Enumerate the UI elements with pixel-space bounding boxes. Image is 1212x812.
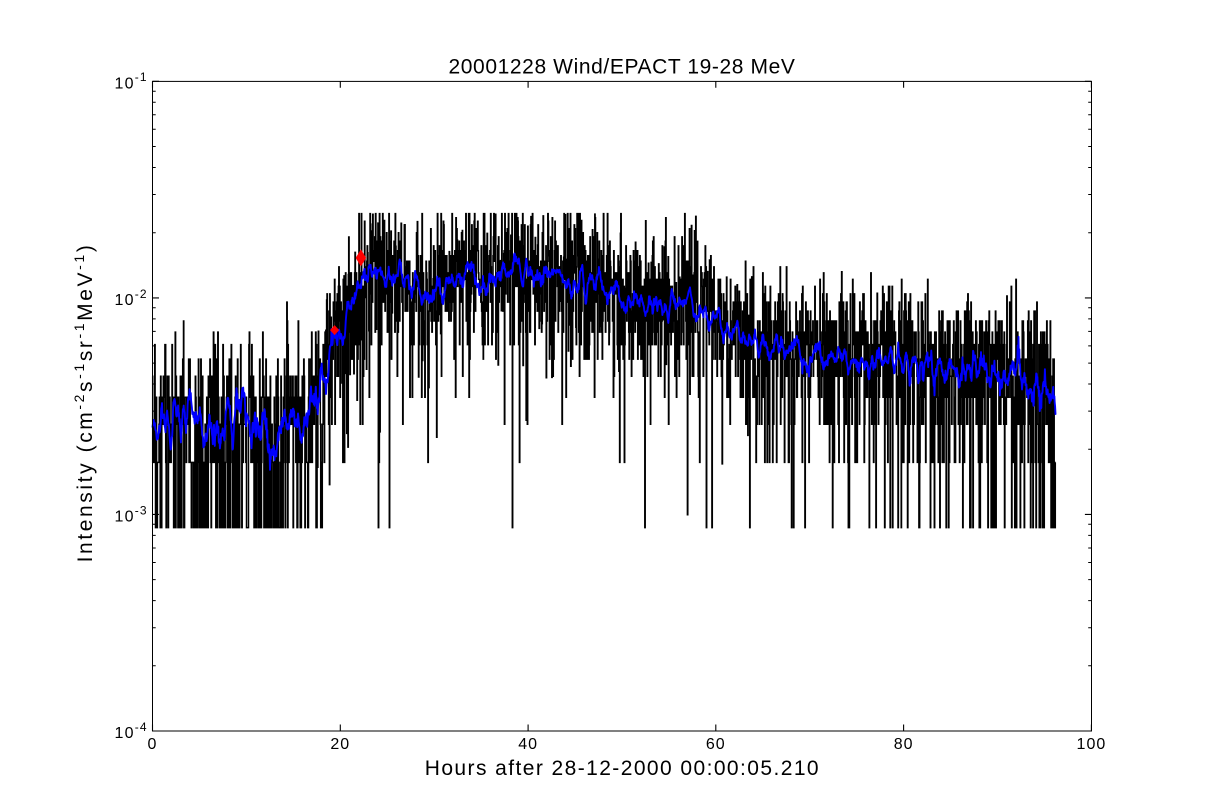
svg-text:20: 20 [330,736,350,753]
svg-text:40: 40 [518,736,538,753]
svg-text:60: 60 [706,736,726,753]
svg-text:100: 100 [1077,736,1107,753]
svg-text:0: 0 [148,736,158,753]
svg-text:Hours after 28-12-2000 00:00:0: Hours after 28-12-2000 00:00:05.210 [425,757,820,780]
svg-text:80: 80 [894,736,914,753]
svg-text:20001228 Wind/EPACT 19-28 MeV: 20001228 Wind/EPACT 19-28 MeV [449,56,796,79]
